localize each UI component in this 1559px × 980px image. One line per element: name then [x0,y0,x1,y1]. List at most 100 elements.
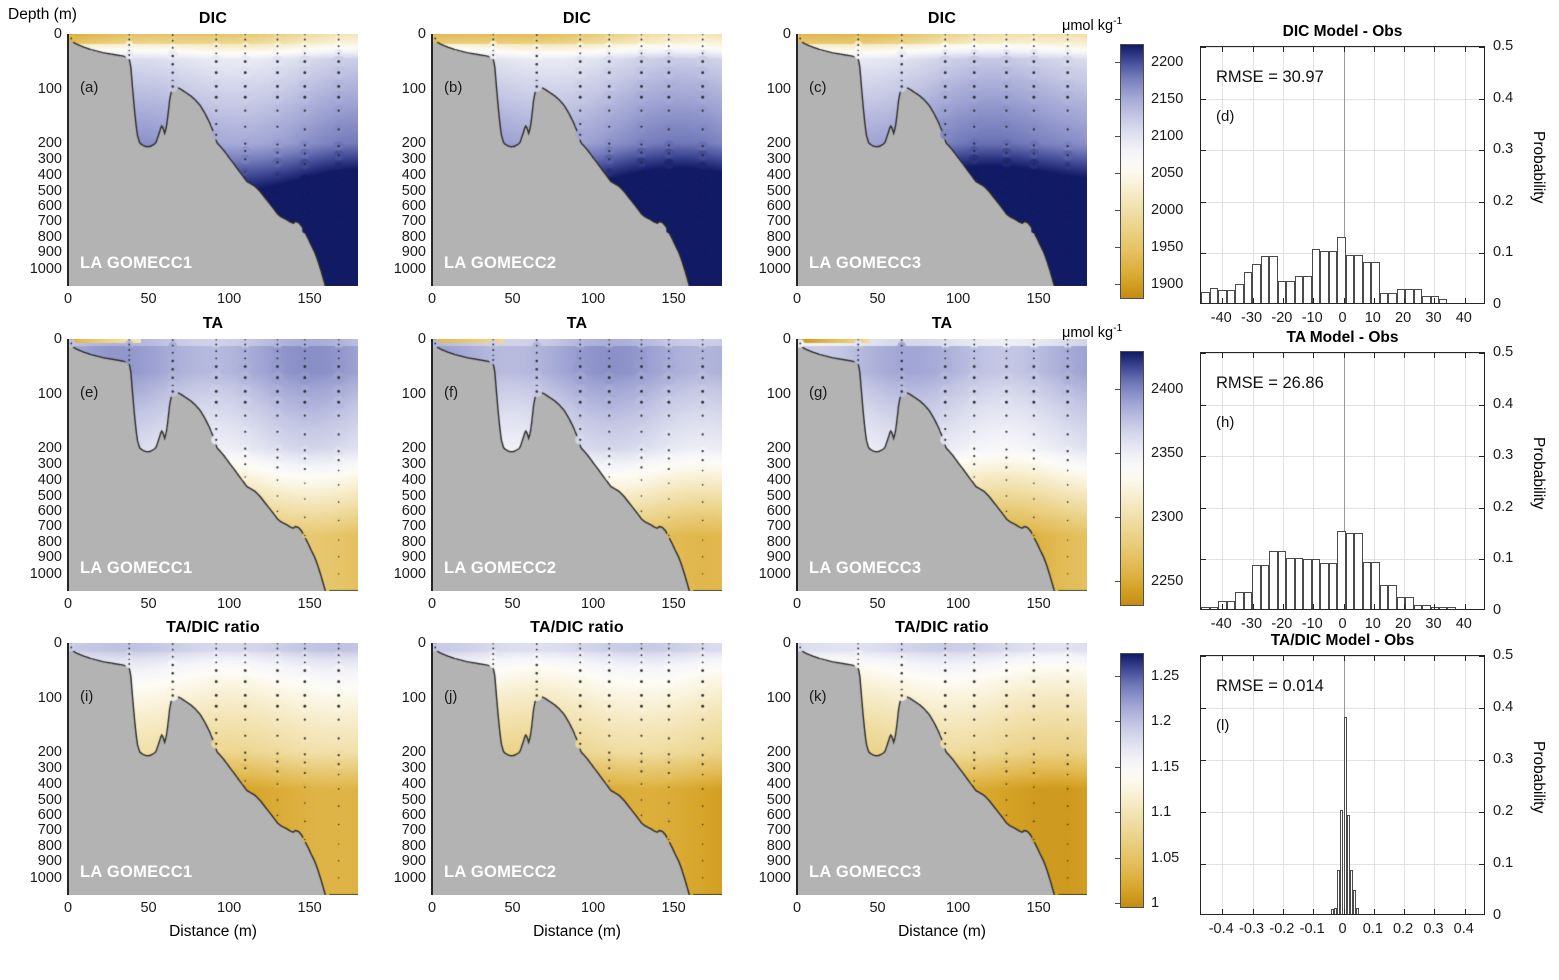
hist-gridline-v [1222,353,1224,609]
depth-tick-500: 500 [766,791,791,808]
depth-tick-400: 400 [401,776,426,793]
depth-tick-1000: 1000 [393,869,426,886]
depth-tick-600: 600 [766,503,791,520]
hist-bar [1209,288,1219,303]
depth-tick-900: 900 [401,243,426,260]
hist-tickmark-bottom [1404,298,1406,303]
depth-tick-500: 500 [37,487,62,504]
depth-tick-300: 300 [766,456,791,473]
distance-tick-150: 150 [661,291,686,307]
hist-tickmark-right [1479,812,1484,813]
hist-bar [1405,288,1414,303]
distance-tick-0: 0 [792,291,802,307]
depth-tick-0: 0 [53,635,62,651]
depth-tick-800: 800 [401,533,426,550]
hist-tickmark-top [1252,353,1254,358]
section-title-ta-1: TA [566,315,588,332]
depth-tick-600: 600 [37,807,62,824]
depth-axis-title: Depth (m) [8,6,77,23]
hist-bar [1422,604,1431,609]
hist-zero-line [1343,47,1345,303]
hist-bar [1334,907,1338,914]
hist-gridline-h [1201,404,1484,406]
distance-tick-150: 150 [1026,291,1051,307]
depth-tick-300: 300 [766,151,791,168]
depth-tick-1000: 1000 [758,869,791,886]
distance-tick-100: 100 [217,900,242,916]
depth-tick-0: 0 [782,331,791,347]
depth-tick-500: 500 [401,791,426,808]
hist-bar [1362,261,1372,303]
hist-gridline-v [1252,656,1254,914]
section-plot-dic-a [68,34,358,286]
hist-bar [1277,280,1287,303]
depth-tick-400: 400 [401,472,426,489]
depth-tick-700: 700 [37,822,62,839]
distance-tick-100: 100 [946,596,971,612]
hist-tickmark-bottom [1464,909,1466,914]
hist-title-panel-d: DIC Model - Obs [1282,23,1403,40]
hist-tickmark-left [1201,253,1206,255]
section-plot-tadic-k [797,643,1087,895]
probability-axis-label-panel-d: Probability [1530,131,1547,204]
hist-panel-letter-panel-h: (h) [1216,414,1235,431]
hist-tickmark-right [1479,456,1484,458]
hist-tickmark-bottom [1222,604,1224,609]
hist-tickmark-top [1252,47,1254,52]
panel-letter-j: (j) [444,688,458,706]
hist-tickmark-right [1479,98,1484,100]
depth-tick-1000: 1000 [29,260,62,277]
depth-tick-900: 900 [401,548,426,565]
hist-tickmark-bottom [1313,298,1315,303]
hist-tickmark-top [1373,656,1375,661]
hist-bar [1311,248,1321,303]
hist-bar [1328,251,1338,303]
hist-gridline-h [1201,708,1484,709]
panel-letter-b: (b) [444,79,463,97]
distance-axis-title-1: Distance (m) [533,923,621,940]
probability-axis-label-panel-l: Probability [1530,741,1547,814]
hist-bar [1355,907,1359,914]
hist-bar [1303,558,1312,609]
colorbar-tick-label-1.15: 1.15 [1151,758,1180,775]
depth-tick-500: 500 [766,182,791,199]
hist-tickmark-right [1479,760,1484,761]
distance-tick-0: 0 [792,596,802,612]
section-canvas [797,339,1087,591]
colorbar-tickmark [1115,173,1120,175]
hist-x-tick--40: -40 [1210,310,1232,326]
section-title-dic-1: DIC [562,10,592,27]
cruise-label-la-gomecc1: LA GOMECC1 [80,559,193,577]
distance-tick-100: 100 [581,291,606,307]
hist-gridline-v [1464,353,1466,609]
distance-tick-100: 100 [946,291,971,307]
cruise-label-la-gomecc3: LA GOMECC3 [809,254,922,272]
hist-tickmark-bottom [1222,298,1224,303]
distance-tick-150: 150 [661,596,686,612]
depth-tick-200: 200 [766,134,791,151]
hist-tickmark-bottom [1373,298,1375,303]
hist-tickmark-bottom [1434,298,1436,303]
hist-tickmark-bottom [1343,298,1345,303]
section-canvas [797,643,1087,895]
hist-y-tick-0.2: 0.2 [1493,803,1514,819]
hist-tickmark-top [1434,353,1436,358]
colorbar-tick-label-1.05: 1.05 [1151,849,1180,866]
depth-tick-400: 400 [37,167,62,184]
hist-y-tick-0.3: 0.3 [1493,447,1514,464]
depth-tick-700: 700 [37,213,62,230]
hist-x-tick-0.3: 0.3 [1423,921,1444,937]
hist-tickmark-top [1373,47,1375,52]
hist-tickmark-top [1282,353,1284,358]
hist-tickmark-bottom [1313,909,1315,914]
hist-tickmark-bottom [1313,604,1315,609]
hist-gridline-v [1464,656,1466,914]
depth-tick-900: 900 [37,243,62,260]
hist-bar [1388,292,1397,303]
depth-tick-900: 900 [37,548,62,565]
colorbar-unit-text: μmol kg [1062,325,1114,341]
distance-tick-0: 0 [63,291,73,307]
depth-tick-0: 0 [417,635,426,651]
hist-tickmark-bottom [1252,298,1254,303]
